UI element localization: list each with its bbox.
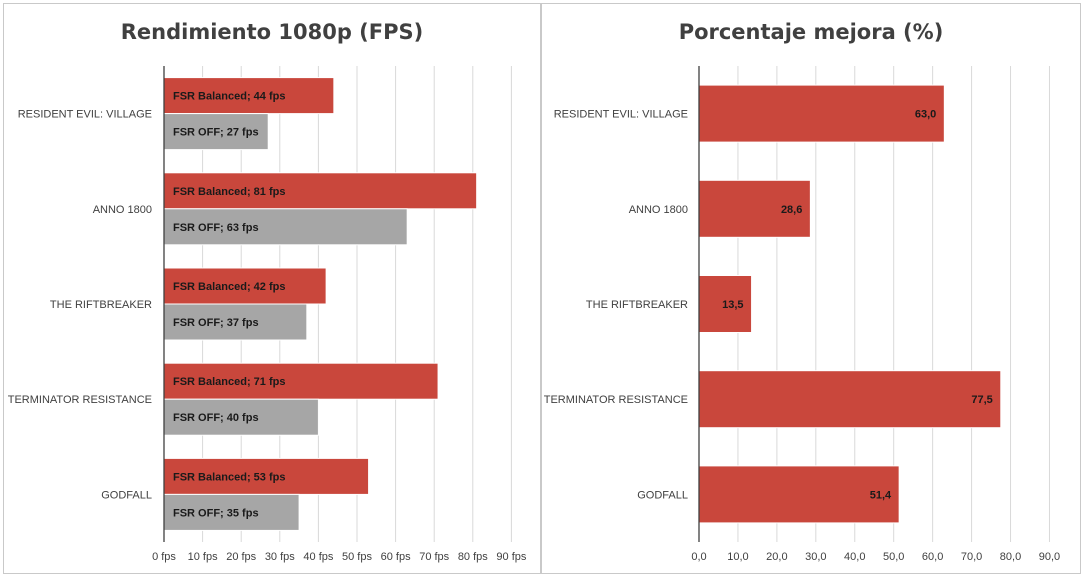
bar [163,457,370,495]
x-tick-label: 0,0 [691,551,706,563]
x-tick-label: 50,0 [883,551,904,563]
x-tick-label: 60,0 [922,551,943,563]
fps-chart-title: Rendimiento 1080p (FPS) [120,20,424,44]
x-tick-label: 0 fps [152,551,176,563]
data-label: FSR OFF; 37 fps [173,317,259,329]
data-label: FSR Balanced; 53 fps [173,471,285,483]
data-label: FSR OFF; 63 fps [173,222,259,234]
category-label: RESIDENT EVIL: VILLAGE [554,109,688,121]
category-label: RESIDENT EVIL: VILLAGE [18,109,152,121]
improvement-chart-panel: Porcentaje mejora (%) 0,0 10,0 20,0 30,0 40,… [541,3,1081,574]
bar [698,465,900,524]
data-label: 77,5 [971,394,992,406]
x-tick-label: 30,0 [805,551,826,563]
bar [163,398,319,436]
data-label: 63,0 [915,109,936,121]
bar [163,303,308,341]
bar [163,113,269,151]
bar [163,208,408,246]
bar [698,84,945,143]
fps-bar-chart: 0 fps 10 fps 20 fps 30 fps 40 fps 50 fps 60 fp… [8,66,527,563]
category-label: GODFALL [637,489,688,501]
bar [163,77,335,115]
bar [698,370,1002,429]
category-label: THE RIFTBREAKER [586,299,688,311]
data-label: FSR OFF; 35 fps [173,507,259,519]
x-tick-label: 80 fps [458,551,488,563]
x-tick-label: 90,0 [1039,551,1060,563]
category-label: ANNO 1800 [93,204,152,216]
data-label: 51,4 [870,489,892,501]
category-label: ANNO 1800 [629,204,688,216]
category-label: THE RIFTBREAKER [50,299,152,311]
x-tick-label: 60 fps [381,551,411,563]
data-label: FSR Balanced; 44 fps [173,91,285,103]
x-tick-label: 40 fps [303,551,333,563]
x-tick-label: 50 fps [342,551,372,563]
x-tick-label: 20 fps [226,551,256,563]
improvement-chart-title: Porcentaje mejora (%) [678,20,944,44]
x-tick-label: 10 fps [188,551,218,563]
x-tick-label: 90 fps [496,551,526,563]
data-label: FSR Balanced; 81 fps [173,186,285,198]
data-label: FSR Balanced; 71 fps [173,376,285,388]
improvement-bar-chart: 0,0 10,0 20,0 30,0 40,0 50,0 60,0 70,0 80,0 90,0 6… [544,66,1060,563]
bar [163,172,478,210]
x-tick-label: 20,0 [766,551,787,563]
bar [698,275,753,333]
bar [163,362,439,400]
data-label: FSR OFF; 40 fps [173,412,259,424]
x-tick-label: 80,0 [1000,551,1021,563]
data-label: FSR Balanced; 42 fps [173,281,285,293]
data-label: 28,6 [781,204,802,216]
data-label: FSR OFF; 27 fps [173,127,259,139]
fps-chart-panel: Rendimiento 1080p (FPS) 0 fps 10 fps 20 fp… [3,3,541,574]
category-label: TERMINATOR RESISTANCE [544,394,688,406]
x-tick-label: 70 fps [419,551,449,563]
x-tick-label: 40,0 [844,551,865,563]
x-tick-label: 70,0 [961,551,982,563]
category-label: GODFALL [101,489,152,501]
bar [163,493,300,531]
bar [698,179,811,238]
x-tick-label: 30 fps [265,551,295,563]
x-tick-label: 10,0 [727,551,748,563]
category-label: TERMINATOR RESISTANCE [8,394,152,406]
data-label: 13,5 [722,299,743,311]
